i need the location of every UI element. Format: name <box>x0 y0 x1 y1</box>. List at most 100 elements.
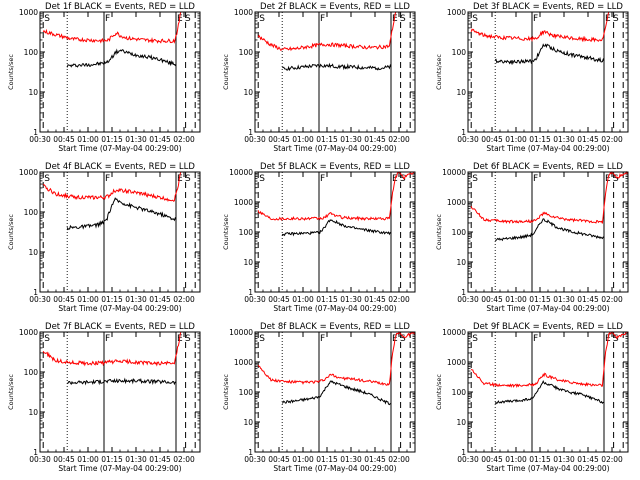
y-tick-label: 1000 <box>234 198 253 207</box>
event-marker: E <box>392 14 398 24</box>
x-axis-label: Start Time (07-May-04 00:29:00) <box>58 464 181 473</box>
lld-series-line <box>257 11 415 52</box>
x-tick-label: 00:45 <box>481 455 503 464</box>
y-tick-label: 10000 <box>442 168 466 177</box>
event-marker: S <box>185 14 191 24</box>
y-axis-label: Counts/sec <box>222 374 230 410</box>
event-marker: F <box>320 14 325 24</box>
y-axis-label: Counts/sec <box>7 374 15 410</box>
event-marker: F <box>105 14 110 24</box>
x-axis-label: Start Time (07-May-04 00:29:00) <box>58 144 181 153</box>
x-tick-label: 01:00 <box>77 135 99 144</box>
detector-panel: Det 7f BLACK = Events, RED = LLD Counts/s… <box>7 322 201 473</box>
x-tick-label: 00:30 <box>244 135 266 144</box>
x-tick-label: 00:30 <box>457 295 479 304</box>
event-marker: E <box>605 14 611 24</box>
y-axis-label: Counts/sec <box>222 214 230 250</box>
lld-series-line <box>43 171 200 202</box>
y-tick-label: 1000 <box>19 168 38 177</box>
x-tick-label: 00:30 <box>29 295 51 304</box>
y-tick-label: 1000 <box>447 8 466 17</box>
x-tick-label: 00:30 <box>244 455 266 464</box>
x-tick-label: 01:30 <box>125 295 147 304</box>
x-axis-label: Start Time (07-May-04 00:29:00) <box>486 464 609 473</box>
events-series-line <box>66 48 177 68</box>
event-marker: S <box>185 174 191 184</box>
y-axis-label: Counts/sec <box>435 214 443 250</box>
panel-title: Det 8f BLACK = Events, RED = LLD <box>260 322 410 332</box>
plot-frame <box>467 11 629 133</box>
x-tick-label: 01:00 <box>292 135 314 144</box>
x-tick-label: 01:00 <box>505 455 527 464</box>
y-tick-label: 10 <box>243 88 253 97</box>
detector-panel: Det 6f BLACK = Events, RED = LLD Counts/s… <box>435 162 629 313</box>
event-marker: S <box>472 174 478 184</box>
detector-panel: Det 3f BLACK = Events, RED = LLD Counts/s… <box>435 2 629 153</box>
event-marker: F <box>533 174 538 184</box>
x-axis-label: Start Time (07-May-04 00:29:00) <box>486 144 609 153</box>
lld-series-line <box>470 331 629 388</box>
x-tick-label: 01:30 <box>340 455 362 464</box>
x-tick-label: 00:45 <box>268 135 290 144</box>
y-tick-label: 100 <box>239 228 254 237</box>
y-tick-label: 100 <box>239 48 254 57</box>
panel-title: Det 5f BLACK = Events, RED = LLD <box>260 162 410 172</box>
x-tick-label: 02:00 <box>601 295 623 304</box>
x-tick-label: 00:45 <box>481 295 503 304</box>
y-axis-label: Counts/sec <box>435 54 443 90</box>
event-marker: S <box>400 174 406 184</box>
events-series-line <box>281 219 392 237</box>
event-marker: E <box>177 174 183 184</box>
y-tick-label: 100 <box>24 208 39 217</box>
x-tick-label: 01:45 <box>364 455 386 464</box>
y-tick-label: 1000 <box>447 358 466 367</box>
y-tick-label: 1 <box>33 288 38 297</box>
y-tick-label: 100 <box>452 388 467 397</box>
y-tick-label: 1000 <box>234 358 253 367</box>
x-tick-label: 01:45 <box>577 455 599 464</box>
y-tick-label: 10 <box>456 418 466 427</box>
x-axis-label: Start Time (07-May-04 00:29:00) <box>273 304 396 313</box>
y-tick-label: 10 <box>28 408 38 417</box>
event-marker: S <box>400 14 406 24</box>
x-tick-label: 01:30 <box>553 135 575 144</box>
y-tick-label: 1 <box>33 128 38 137</box>
y-tick-label: 1 <box>248 288 253 297</box>
event-marker: S <box>613 174 619 184</box>
plot-frame <box>467 331 629 453</box>
events-series-line <box>66 197 177 231</box>
plot-frame <box>254 11 416 133</box>
y-tick-label: 10000 <box>229 168 253 177</box>
y-tick-label: 10 <box>28 248 38 257</box>
y-tick-label: 1 <box>248 128 253 137</box>
x-tick-label: 01:15 <box>529 135 551 144</box>
y-tick-label: 10 <box>243 258 253 267</box>
events-series-line <box>494 379 604 405</box>
y-tick-label: 1000 <box>19 328 38 337</box>
y-axis-label: Counts/sec <box>222 54 230 90</box>
event-marker: S <box>613 334 619 344</box>
event-marker: S <box>44 174 50 184</box>
event-marker: S <box>259 174 265 184</box>
event-marker: S <box>400 334 406 344</box>
event-marker: S <box>44 14 50 24</box>
x-tick-label: 02:00 <box>601 455 623 464</box>
y-tick-label: 10 <box>456 258 466 267</box>
y-tick-label: 1 <box>33 448 38 457</box>
detector-panel: Det 9f BLACK = Events, RED = LLD Counts/s… <box>435 322 629 473</box>
x-tick-label: 01:00 <box>77 455 99 464</box>
detector-panel: Det 5f BLACK = Events, RED = LLD Counts/s… <box>222 162 416 313</box>
x-tick-label: 01:00 <box>292 295 314 304</box>
y-tick-label: 1 <box>461 288 466 297</box>
y-tick-label: 1 <box>248 448 253 457</box>
x-tick-label: 01:15 <box>316 455 338 464</box>
x-tick-label: 02:00 <box>173 295 195 304</box>
lld-series-line <box>42 331 200 367</box>
x-tick-label: 01:45 <box>149 295 171 304</box>
y-axis-label: Counts/sec <box>435 374 443 410</box>
x-tick-label: 01:30 <box>553 295 575 304</box>
y-axis-label: Counts/sec <box>7 54 15 90</box>
y-tick-label: 10 <box>28 88 38 97</box>
x-tick-label: 01:15 <box>101 295 123 304</box>
